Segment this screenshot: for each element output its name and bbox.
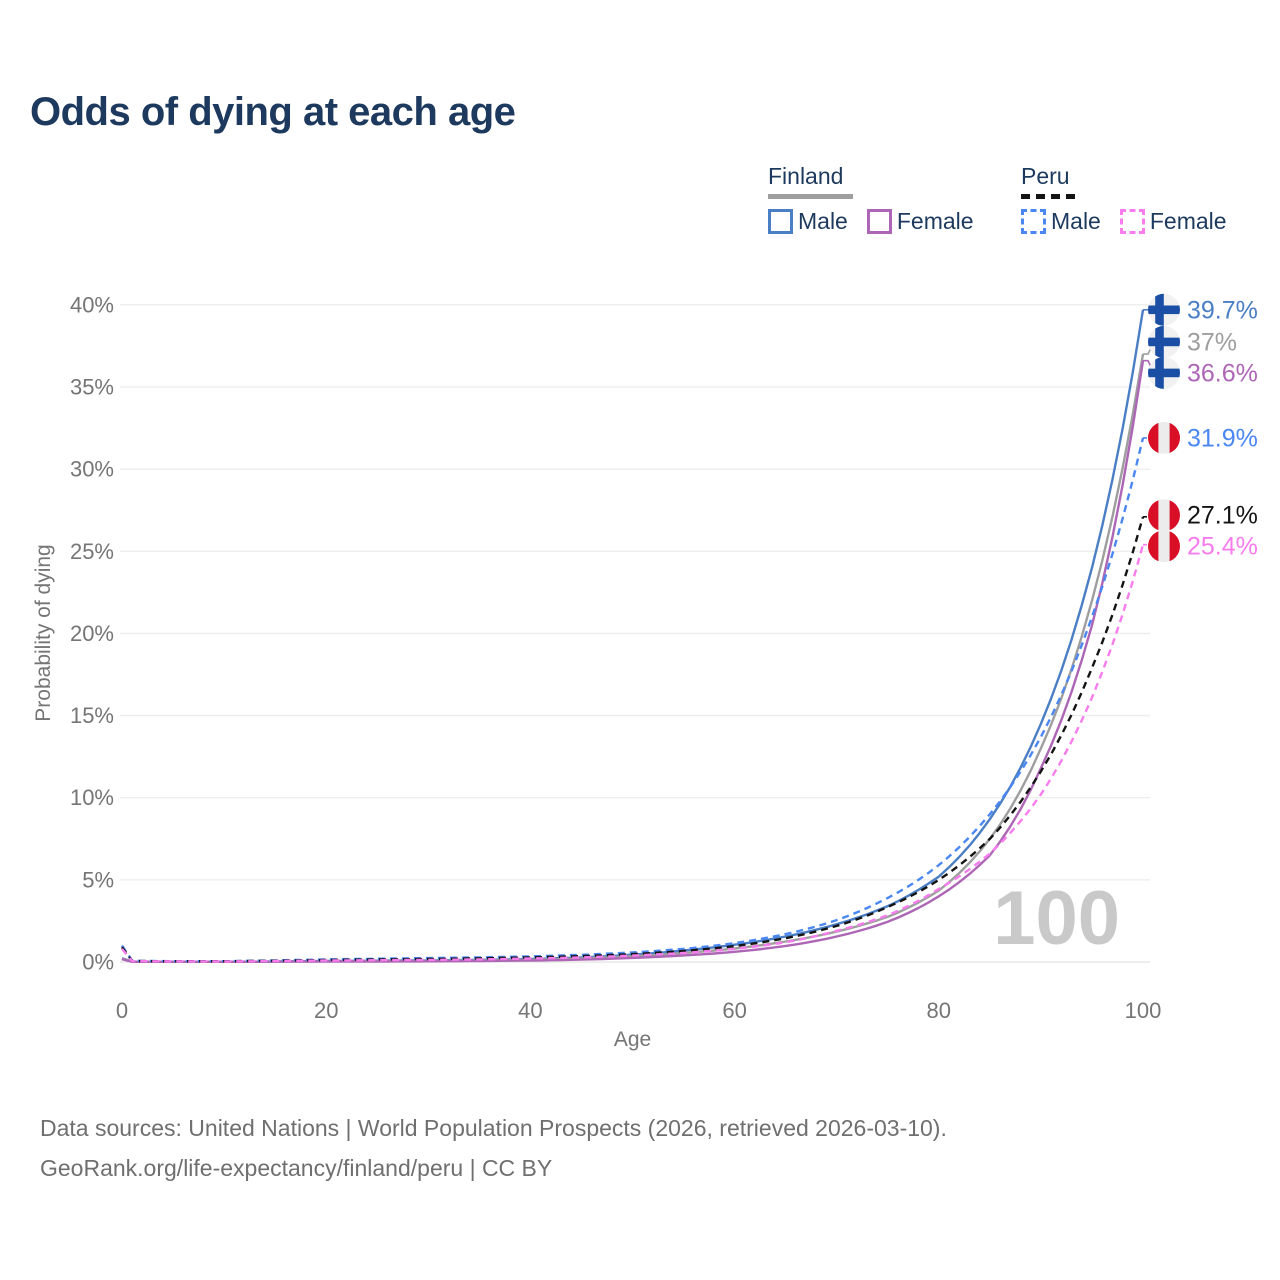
y-tick-label: 0% <box>82 950 114 975</box>
x-tick-label: 80 <box>927 998 951 1023</box>
series-line-peru-male <box>121 437 1145 963</box>
finland-line-swatch <box>768 194 853 199</box>
legend-items-finland: Male Female <box>768 208 974 235</box>
peru-flag-icon <box>1148 530 1180 563</box>
series-line-peru-both <box>121 516 1145 963</box>
series-line-finland-female <box>121 360 1145 963</box>
checkbox-icon-finland-male[interactable] <box>768 208 793 234</box>
legend-label-finland-female: Female <box>896 207 974 234</box>
legend-label-finland-male: Male <box>798 207 848 234</box>
y-tick-label: 20% <box>70 621 114 646</box>
watermark-age-100: 100 <box>993 876 1120 961</box>
legend-group-finland: Finland Male Female <box>768 163 974 235</box>
y-tick-label: 30% <box>70 457 114 482</box>
end-label-peru-male: 31.9% <box>1187 424 1258 452</box>
finland-flag-icon <box>1148 325 1180 358</box>
end-label-finland-both: 37% <box>1187 328 1237 356</box>
checkbox-icon-peru-female[interactable] <box>1119 208 1145 234</box>
legend-label-peru-female: Female <box>1149 207 1227 234</box>
footer-attribution: GeoRank.org/life-expectancy/finland/peru… <box>40 1155 553 1181</box>
series-line-finland-male <box>121 309 1145 963</box>
peru-flag-icon <box>1148 421 1180 454</box>
peru-flag-icon <box>1148 499 1180 532</box>
legend-country-finland: Finland <box>768 163 844 189</box>
x-tick-label: 60 <box>722 998 746 1023</box>
x-tick-label: 20 <box>314 998 338 1023</box>
x-axis-title: Age <box>613 1028 652 1051</box>
series-line-peru-female <box>121 544 1145 963</box>
y-tick-label: 35% <box>70 374 114 399</box>
checkbox-icon-peru-male[interactable] <box>1021 208 1046 234</box>
y-tick-label: 10% <box>70 785 114 810</box>
legend-toggle-finland-male[interactable]: Male <box>768 208 848 235</box>
legend-group-peru: Peru Male Female <box>1021 163 1227 235</box>
peru-line-swatch <box>1021 194 1077 199</box>
legend-items-peru: Male Female <box>1021 208 1227 235</box>
legend-toggle-peru-male[interactable]: Male <box>1021 208 1101 235</box>
checkbox-icon-finland-female[interactable] <box>866 208 892 234</box>
end-label-peru-female: 25.4% <box>1187 533 1258 561</box>
finland-flag-icon <box>1148 356 1180 389</box>
legend-country-peru: Peru <box>1021 163 1070 189</box>
end-label-finland-female: 36.6% <box>1187 359 1258 387</box>
y-tick-label: 15% <box>70 703 114 728</box>
finland-flag-icon <box>1148 293 1180 326</box>
legend-toggle-finland-female[interactable]: Female <box>866 207 974 235</box>
legend-label-peru-male: Male <box>1051 207 1101 234</box>
x-tick-label: 0 <box>116 998 128 1023</box>
end-label-peru-both: 27.1% <box>1187 502 1258 530</box>
legend-toggle-peru-female[interactable]: Female <box>1119 207 1227 235</box>
y-tick-label: 25% <box>70 539 114 564</box>
footer: Data sources: United Nations | World Pop… <box>40 1108 947 1188</box>
chart-title: Odds of dying at each age <box>30 90 516 134</box>
end-label-finland-male: 39.7% <box>1187 296 1258 324</box>
x-tick-label: 40 <box>518 998 542 1023</box>
y-tick-label: 5% <box>82 867 114 892</box>
footer-sources: Data sources: United Nations | World Pop… <box>40 1115 947 1141</box>
series-line-finland-both <box>121 353 1145 963</box>
x-tick-label: 100 <box>1125 998 1162 1023</box>
y-tick-label: 40% <box>70 292 114 317</box>
